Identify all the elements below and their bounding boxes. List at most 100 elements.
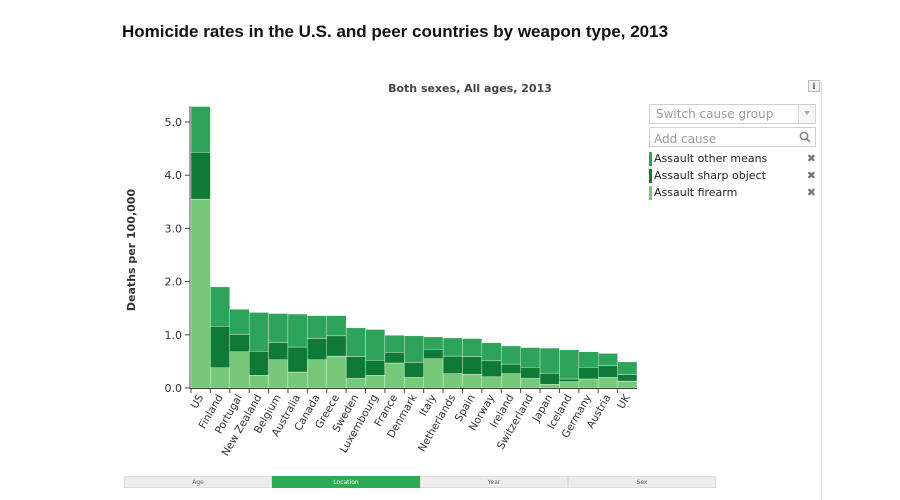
bar-luxembourg-assault-other-means[interactable] <box>365 329 386 361</box>
bar-finland-assault-sharp-object[interactable] <box>210 326 230 368</box>
bar-japan-assault-firearm[interactable] <box>539 384 560 389</box>
bar-canada-assault-other-means[interactable] <box>307 315 327 339</box>
legend-item-sharp-object[interactable]: Assault sharp object ✖ <box>649 168 819 185</box>
bar-australia-assault-sharp-object[interactable] <box>287 346 308 373</box>
legend-swatch <box>649 186 652 200</box>
bar-uk-assault-firearm[interactable] <box>617 380 638 389</box>
bar-norway-assault-firearm[interactable] <box>481 376 502 389</box>
tab-location[interactable]: Location <box>272 476 420 488</box>
bar-iceland-assault-other-means[interactable] <box>559 349 580 380</box>
page-title: Homicide rates in the U.S. and peer coun… <box>122 22 669 41</box>
y-tick-label: 2.0 <box>165 276 183 289</box>
bar-greece-assault-firearm[interactable] <box>326 355 347 389</box>
bar-italy-assault-sharp-object[interactable] <box>423 348 444 359</box>
bar-finland-assault-firearm[interactable] <box>210 367 230 389</box>
bar-france-assault-other-means[interactable] <box>384 335 405 353</box>
remove-icon[interactable]: ✖ <box>806 152 816 165</box>
bar-new-zealand-assault-firearm[interactable] <box>248 375 269 389</box>
bar-france-assault-sharp-object[interactable] <box>384 352 405 364</box>
bar-norway-assault-sharp-object[interactable] <box>481 360 502 378</box>
remove-icon[interactable]: ✖ <box>806 169 816 182</box>
bar-portugal-assault-other-means[interactable] <box>229 309 250 335</box>
x-tick-label: US <box>189 392 207 411</box>
bar-new-zealand-assault-sharp-object[interactable] <box>248 351 269 376</box>
bar-iceland-assault-sharp-object[interactable] <box>559 378 580 382</box>
bar-austria-assault-other-means[interactable] <box>598 353 618 366</box>
bar-ireland-assault-other-means[interactable] <box>501 345 521 365</box>
bar-canada-assault-firearm[interactable] <box>307 359 327 389</box>
bar-netherlands-assault-sharp-object[interactable] <box>442 355 463 374</box>
bar-us-assault-firearm[interactable] <box>190 198 211 389</box>
bar-uk-assault-other-means[interactable] <box>617 361 638 375</box>
bar-finland-assault-other-means[interactable] <box>210 286 230 327</box>
bar-spain-assault-other-means[interactable] <box>462 338 483 357</box>
tab-age[interactable]: Age <box>124 476 272 488</box>
legend-label: Assault firearm <box>654 186 738 199</box>
bar-australia-assault-firearm[interactable] <box>287 371 308 389</box>
tab-sex[interactable]: Sex <box>568 476 716 488</box>
legend-swatch <box>649 152 652 166</box>
bar-austria-assault-sharp-object[interactable] <box>598 365 618 378</box>
bar-denmark-assault-other-means[interactable] <box>404 335 424 363</box>
switch-cause-group-label: Switch cause group <box>656 107 774 121</box>
tab-year[interactable]: Year <box>420 476 568 488</box>
bar-australia-assault-other-means[interactable] <box>287 313 308 348</box>
panel-divider <box>821 82 822 500</box>
bar-us-assault-sharp-object[interactable] <box>190 152 211 200</box>
bar-portugal-assault-sharp-object[interactable] <box>229 334 250 352</box>
bar-sweden-assault-other-means[interactable] <box>345 327 366 357</box>
bar-spain-assault-sharp-object[interactable] <box>462 356 483 375</box>
bar-norway-assault-other-means[interactable] <box>481 342 502 362</box>
bar-sweden-assault-firearm[interactable] <box>345 378 366 389</box>
bar-portugal-assault-firearm[interactable] <box>229 351 250 389</box>
bar-germany-assault-firearm[interactable] <box>578 378 599 389</box>
bar-greece-assault-other-means[interactable] <box>326 315 347 337</box>
chart-title: Both sexes, All ages, 2013 <box>388 82 552 95</box>
bar-greece-assault-sharp-object[interactable] <box>326 335 347 357</box>
info-icon[interactable]: i <box>808 80 820 92</box>
bar-netherlands-assault-firearm[interactable] <box>442 373 463 389</box>
bar-spain-assault-firearm[interactable] <box>462 373 483 389</box>
bar-denmark-assault-firearm[interactable] <box>404 377 424 389</box>
bar-germany-assault-other-means[interactable] <box>578 351 599 368</box>
bar-us-assault-other-means[interactable] <box>190 106 211 153</box>
bar-belgium-assault-sharp-object[interactable] <box>268 342 289 360</box>
bar-germany-assault-sharp-object[interactable] <box>578 367 599 380</box>
bar-switzerland-assault-sharp-object[interactable] <box>520 367 541 379</box>
bar-switzerland-assault-other-means[interactable] <box>520 347 541 368</box>
bar-sweden-assault-sharp-object[interactable] <box>345 356 366 379</box>
bar-italy-assault-other-means[interactable] <box>423 336 444 350</box>
bar-austria-assault-firearm[interactable] <box>598 377 618 389</box>
bar-belgium-assault-firearm[interactable] <box>268 359 289 389</box>
bar-italy-assault-firearm[interactable] <box>423 358 444 389</box>
dropdown-toggle[interactable] <box>798 105 815 123</box>
bar-uk-assault-sharp-object[interactable] <box>617 374 638 382</box>
legend-item-other-means[interactable]: Assault other means ✖ <box>649 151 819 168</box>
bar-japan-assault-sharp-object[interactable] <box>539 372 560 385</box>
remove-icon[interactable]: ✖ <box>806 186 816 199</box>
legend-label: Assault sharp object <box>654 169 766 182</box>
bars-layer <box>190 106 638 389</box>
bar-netherlands-assault-other-means[interactable] <box>442 337 463 357</box>
add-cause-field[interactable] <box>649 127 816 148</box>
bar-ireland-assault-sharp-object[interactable] <box>501 363 521 374</box>
bar-japan-assault-other-means[interactable] <box>539 347 560 374</box>
y-axis-label: Deaths per 100,000 <box>125 189 138 312</box>
bar-canada-assault-sharp-object[interactable] <box>307 338 327 360</box>
y-tick-label: 0.0 <box>165 382 183 395</box>
bar-france-assault-firearm[interactable] <box>384 362 405 389</box>
bar-ireland-assault-firearm[interactable] <box>501 373 521 389</box>
bar-denmark-assault-sharp-object[interactable] <box>404 362 424 378</box>
bar-luxembourg-assault-sharp-object[interactable] <box>365 360 386 376</box>
search-icon[interactable] <box>799 131 811 143</box>
bar-belgium-assault-other-means[interactable] <box>268 313 289 343</box>
bar-new-zealand-assault-other-means[interactable] <box>248 312 269 352</box>
add-cause-input[interactable] <box>650 130 798 148</box>
switch-cause-group-select[interactable]: Switch cause group <box>649 104 816 124</box>
bar-iceland-assault-firearm[interactable] <box>559 381 580 389</box>
legend-item-firearm[interactable]: Assault firearm ✖ <box>649 185 819 202</box>
bar-switzerland-assault-firearm[interactable] <box>520 378 541 389</box>
bar-luxembourg-assault-firearm[interactable] <box>365 375 386 389</box>
